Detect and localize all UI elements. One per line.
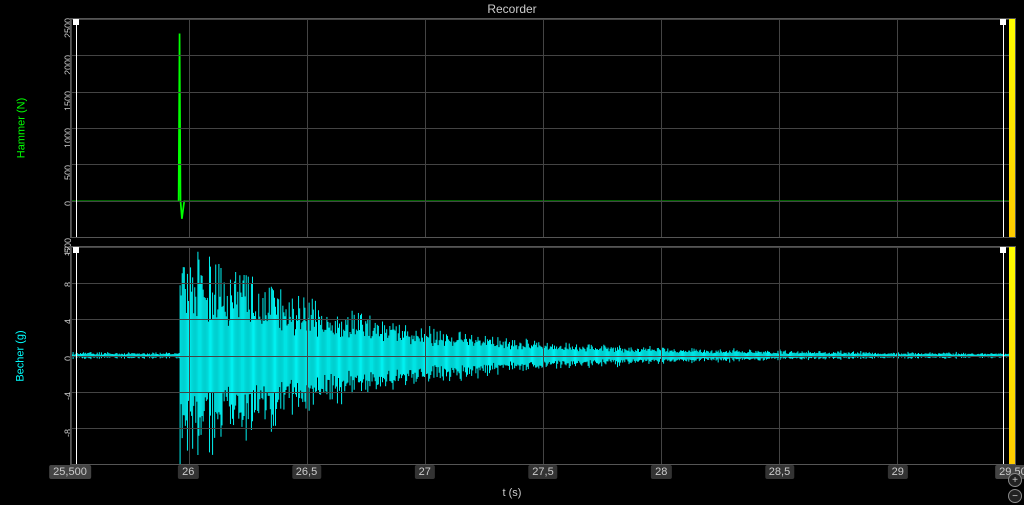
x-axis-label: t (s) [503,487,522,499]
x-tick: 28,5 [765,465,794,479]
panel-hammer [42,18,1016,238]
cursor-left[interactable] [76,247,77,464]
highlight-bar [1009,19,1015,237]
plot-becher[interactable] [70,246,1016,465]
recorder-view: Recorder Hammer (N) -5000500100015002000… [0,0,1024,505]
y-axis-label-becher: Becher (g) [0,246,42,465]
panel-becher [42,246,1016,465]
chart-title: Recorder [0,2,1024,16]
chart-area: Hammer (N) -50005001000150020002500 Bech… [0,18,1024,465]
zoom-controls: + − [1008,473,1022,503]
x-tick: 28 [651,465,671,479]
x-tick: 26,5 [292,465,321,479]
x-axis: 25,5002626,52727,52828,52929,500 [70,465,1016,483]
plot-hammer[interactable] [70,18,1016,238]
x-tick: 26 [178,465,198,479]
x-tick: 27 [415,465,435,479]
cursor-left[interactable] [76,19,77,237]
x-tick: 25,500 [49,465,91,479]
zoom-out-button[interactable]: − [1008,489,1022,503]
x-tick: 29 [888,465,908,479]
cursor-right[interactable] [1003,19,1004,237]
x-tick: 27,5 [528,465,557,479]
highlight-bar [1009,247,1015,464]
zoom-in-button[interactable]: + [1008,473,1022,487]
cursor-right[interactable] [1003,247,1004,464]
y-axis-label-hammer: Hammer (N) [0,18,42,238]
